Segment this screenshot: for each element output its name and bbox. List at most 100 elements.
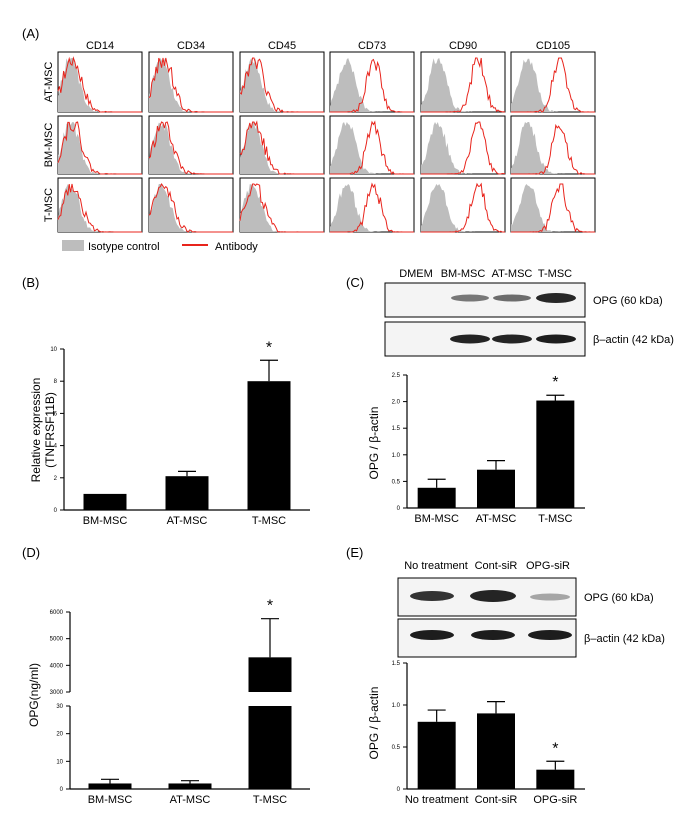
x-category-label-at-msc: AT-MSC <box>170 794 211 806</box>
bar-bm-msc <box>417 487 456 508</box>
panel-b-label: (B) <box>22 275 39 290</box>
blot-band <box>471 630 515 640</box>
panel-b-ylabel-line2: (TNFRSF11B) <box>43 392 57 468</box>
antibody-histogram <box>239 183 324 233</box>
isotype-histogram <box>511 58 595 112</box>
marker-header-cd34: CD34 <box>177 40 205 52</box>
bar-at-msc <box>168 783 212 789</box>
y-tick-label: 4000 <box>50 663 64 669</box>
antibody-histogram <box>511 57 595 113</box>
isotype-histogram <box>58 58 142 112</box>
y-tick-label: 6000 <box>50 610 64 616</box>
panel-a-flow-histograms: (A) CD14 CD34 CD45 CD73 CD90 CD105 AT-MSC BM-M… <box>22 26 596 253</box>
y-tick-label: 0.5 <box>392 745 401 751</box>
bar-bm-msc <box>88 783 132 789</box>
histogram-bm-msc-cd34 <box>148 115 234 175</box>
isotype-histogram <box>330 58 414 112</box>
panel-e: (E) No treatment Cont-siR OPG-siR OPG (60 k… <box>346 545 665 806</box>
isotype-histogram <box>149 184 233 232</box>
x-category-label-no-treatment: No treatment <box>405 794 469 806</box>
blot-band <box>536 334 576 344</box>
significance-marker-t-msc: * <box>267 598 273 615</box>
x-category-label-t-msc: T-MSC <box>253 794 287 806</box>
y-tick-label: 2 <box>54 476 58 482</box>
panel-e-label: (E) <box>346 545 363 560</box>
y-tick-label: 2.0 <box>392 400 401 406</box>
blot-band <box>492 334 532 344</box>
y-tick-label: 0 <box>397 787 401 793</box>
histogram-bm-msc-cd14 <box>57 115 143 175</box>
panel-b-ylabel-line1: Relative expression <box>29 378 43 483</box>
histogram-t-msc-cd105 <box>510 177 596 233</box>
antibody-histogram <box>421 121 506 175</box>
blot-lane-label-opg-sir: OPG-siR <box>526 560 570 572</box>
isotype-histogram <box>330 122 414 174</box>
panel-a-legend: Isotype control Antibody <box>62 240 258 253</box>
antibody-histogram <box>511 183 595 233</box>
x-category-label-opg-sir: OPG-siR <box>533 794 577 806</box>
isotype-histogram <box>149 122 233 174</box>
antibody-histogram <box>330 182 414 233</box>
blot-band-label-1: β–actin (42 kDa) <box>593 334 674 346</box>
histogram-t-msc-cd14 <box>57 177 143 233</box>
significance-marker-t-msc: * <box>552 374 558 391</box>
panel-c: (C) DMEM BM-MSC AT-MSC T-MSC OPG (60 kDa) β–a… <box>346 268 674 525</box>
isotype-histogram <box>58 122 142 174</box>
blot-band <box>530 593 570 601</box>
marker-header-cd14: CD14 <box>86 40 114 52</box>
histogram-t-msc-cd90 <box>420 177 506 233</box>
histogram-at-msc-cd90 <box>420 51 506 113</box>
antibody-histogram <box>330 120 414 176</box>
y-tick-label: 30 <box>56 704 63 710</box>
bar-t-msc <box>247 381 291 510</box>
x-category-label-bm-msc: BM-MSC <box>414 513 459 525</box>
y-tick-label: 0 <box>397 506 401 512</box>
antibody-histogram <box>511 123 595 175</box>
bar-at-msc <box>165 476 209 510</box>
isotype-histogram <box>330 184 414 232</box>
bar-cont-sir <box>477 713 515 789</box>
histogram-bm-msc-cd105 <box>510 115 596 175</box>
isotype-histogram <box>149 58 233 112</box>
blot-band <box>450 334 490 344</box>
blot-lane-label-at-msc: AT-MSC <box>492 268 533 280</box>
antibody-histogram <box>148 183 233 233</box>
y-tick-label: 3000 <box>50 690 64 696</box>
histogram-at-msc-cd73 <box>329 51 415 113</box>
y-tick-label: 10 <box>50 347 57 353</box>
isotype-histogram <box>421 122 505 174</box>
blot-band <box>410 591 454 601</box>
y-tick-label: 10 <box>56 759 63 765</box>
bar-t-msc-lower <box>248 706 292 789</box>
isotype-histogram <box>511 122 595 174</box>
y-tick-label: 4 <box>54 444 58 450</box>
y-tick-label: 2.5 <box>392 373 401 379</box>
row-label-bm-msc: BM-MSC <box>43 123 55 168</box>
antibody-histogram <box>148 121 233 175</box>
panel-b-chart: (B) Relative expression (TNFRSF11B) 0 2 4 6… <box>22 275 310 527</box>
x-category-label-bm-msc: BM-MSC <box>83 515 128 527</box>
panel-d-ylabel: OPG(ng/ml) <box>27 663 41 727</box>
y-tick-label: 8 <box>54 379 58 385</box>
bar-opg-sir <box>536 769 575 789</box>
panel-c-label: (C) <box>346 275 364 290</box>
y-tick-label: 1.0 <box>392 703 401 709</box>
antibody-histogram <box>421 57 506 113</box>
blot-lane-label-bm-msc: BM-MSC <box>441 268 486 280</box>
blot-lane-label-dmem: DMEM <box>399 268 433 280</box>
panel-d-chart: (D) OPG(ng/ml) 0 10 20 30 3000 4000 5000 6000 BM… <box>22 545 310 806</box>
antibody-histogram <box>330 58 414 113</box>
antibody-histogram <box>239 120 324 175</box>
antibody-histogram <box>148 57 233 113</box>
marker-header-cd105: CD105 <box>536 40 570 52</box>
marker-header-cd73: CD73 <box>358 40 386 52</box>
histogram-bm-msc-cd73 <box>329 115 415 176</box>
x-category-label-t-msc: T-MSC <box>252 515 286 527</box>
legend-isotype-swatch <box>62 240 84 251</box>
y-tick-label: 5000 <box>50 637 64 643</box>
isotype-histogram <box>240 58 324 112</box>
x-category-label-at-msc: AT-MSC <box>476 513 517 525</box>
histogram-t-msc-cd45 <box>239 177 325 233</box>
bar-bm-msc <box>83 493 127 510</box>
